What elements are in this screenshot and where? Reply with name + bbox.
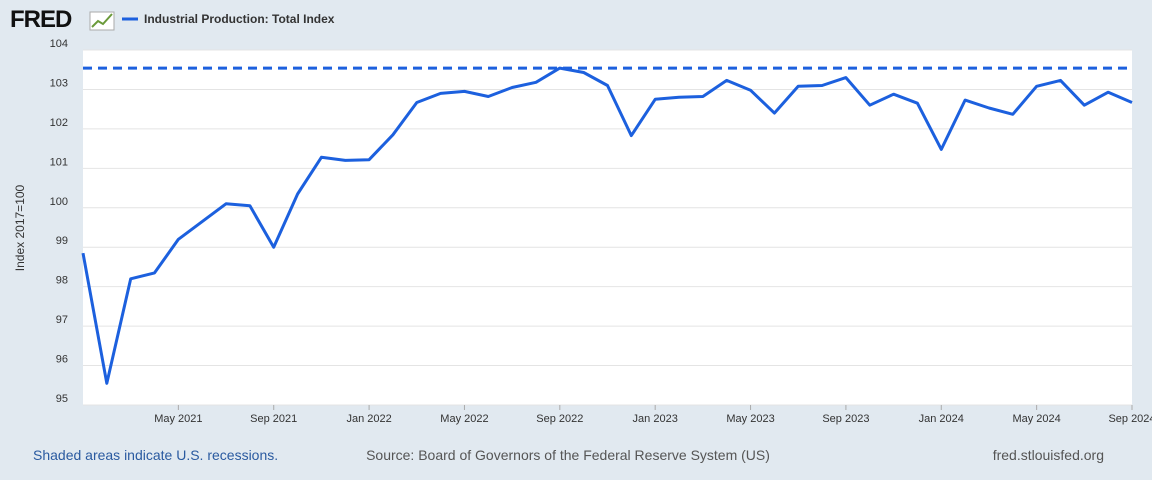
- x-tick-label: May 2024: [1012, 413, 1060, 425]
- data-line: [81, 66, 1133, 385]
- y-tick-label: 101: [50, 156, 68, 168]
- footer-source: Source: Board of Governors of the Federa…: [366, 447, 770, 463]
- y-tick-label: 102: [50, 117, 68, 129]
- y-tick-label: 96: [56, 354, 68, 366]
- y-axis-title: Index 2017=100: [13, 184, 27, 271]
- x-tick-label: May 2022: [440, 413, 488, 425]
- x-tick-label: Jan 2024: [919, 413, 964, 425]
- x-tick-label: Sep 2023: [822, 413, 869, 425]
- x-tick-label: Jan 2023: [633, 413, 678, 425]
- y-tick-label: 103: [50, 77, 68, 89]
- y-tick-label: 95: [56, 393, 68, 405]
- x-tick-label: Sep 2021: [250, 413, 297, 425]
- y-tick-label: 104: [50, 38, 68, 50]
- x-tick-label: Jan 2022: [346, 413, 391, 425]
- y-tick-label: 98: [56, 275, 68, 287]
- logo-icon: [89, 11, 115, 31]
- footer-note: Shaded areas indicate U.S. recessions.: [33, 447, 278, 463]
- y-tick-label: 97: [56, 314, 68, 326]
- x-tick-label: May 2021: [154, 413, 202, 425]
- x-tick-label: Sep 2022: [536, 413, 583, 425]
- x-tick-label: May 2023: [726, 413, 774, 425]
- plot-area: [83, 50, 1132, 405]
- logo: FRED: [10, 6, 72, 33]
- legend-label: Industrial Production: Total Index: [144, 12, 335, 26]
- x-tick-label: Sep 2024: [1108, 413, 1152, 425]
- footer-url: fred.stlouisfed.org: [993, 447, 1104, 463]
- y-tick-label: 99: [56, 235, 68, 247]
- y-tick-label: 100: [50, 196, 68, 208]
